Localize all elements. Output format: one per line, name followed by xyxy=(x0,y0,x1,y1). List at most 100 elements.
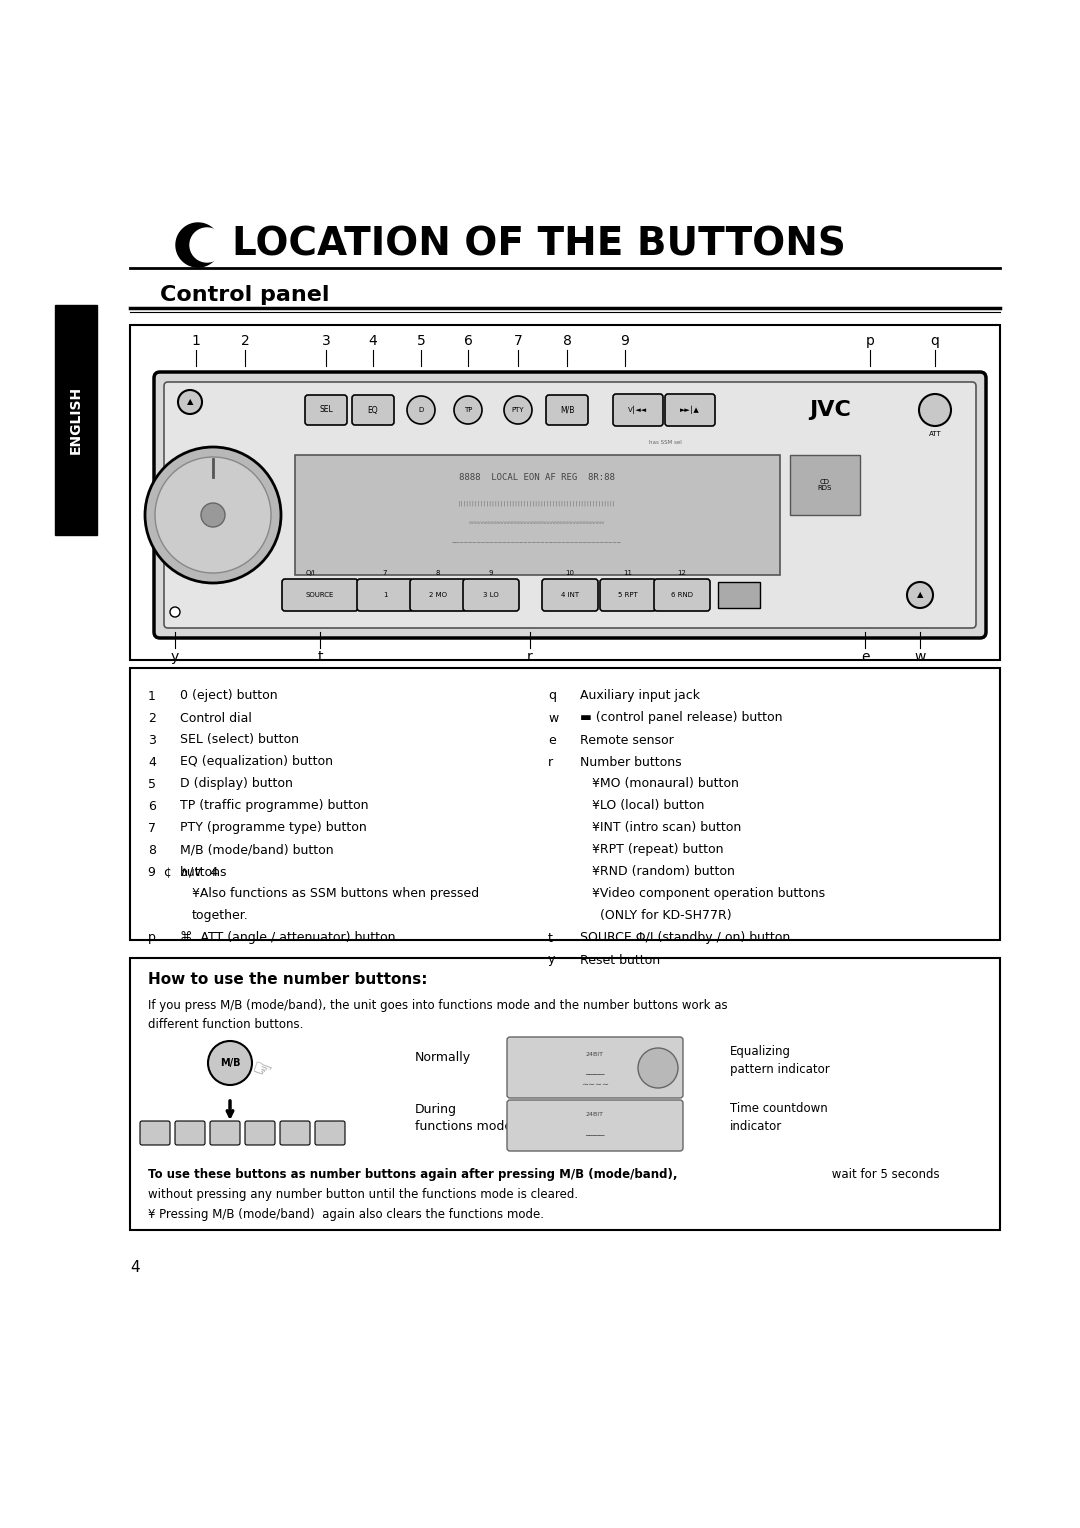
Text: Normally: Normally xyxy=(415,1051,471,1065)
Bar xyxy=(130,325,1000,660)
Text: CD
RDS: CD RDS xyxy=(818,478,833,492)
Circle shape xyxy=(170,607,180,617)
Text: 5: 5 xyxy=(417,335,426,348)
Circle shape xyxy=(208,1041,252,1085)
Text: Time countdown
indicator: Time countdown indicator xyxy=(730,1103,827,1134)
Text: ¥INT (intro scan) button: ¥INT (intro scan) button xyxy=(592,822,741,834)
FancyBboxPatch shape xyxy=(140,1122,170,1144)
Text: q: q xyxy=(931,335,940,348)
Text: has SSM sel: has SSM sel xyxy=(649,440,681,445)
Text: ¥RND (random) button: ¥RND (random) button xyxy=(592,865,734,879)
Text: 6 RND: 6 RND xyxy=(671,591,693,597)
Text: ¥LO (local) button: ¥LO (local) button xyxy=(592,799,704,813)
Text: 3 LO: 3 LO xyxy=(483,591,499,597)
Circle shape xyxy=(201,503,225,527)
Text: 9: 9 xyxy=(489,570,494,576)
Text: ____: ____ xyxy=(585,1126,605,1135)
Text: e: e xyxy=(548,733,556,747)
FancyBboxPatch shape xyxy=(507,1100,683,1151)
Text: How to use the number buttons:: How to use the number buttons: xyxy=(148,972,428,987)
Text: JVC: JVC xyxy=(809,400,851,420)
Text: EQ: EQ xyxy=(367,405,378,414)
Text: wait for 5 seconds: wait for 5 seconds xyxy=(828,1167,940,1181)
Text: ____: ____ xyxy=(585,1065,605,1076)
Text: ▲: ▲ xyxy=(917,590,923,599)
Text: ▬ (control panel release) button: ▬ (control panel release) button xyxy=(580,712,783,724)
Circle shape xyxy=(638,1048,678,1088)
Text: 24BIT: 24BIT xyxy=(586,1112,604,1117)
Text: ∼∼∼∼: ∼∼∼∼ xyxy=(581,1079,609,1088)
Text: Number buttons: Number buttons xyxy=(580,755,681,769)
Text: 2: 2 xyxy=(148,712,156,724)
Text: 7: 7 xyxy=(382,570,388,576)
Text: 7: 7 xyxy=(514,335,523,348)
FancyBboxPatch shape xyxy=(305,396,347,425)
Text: 0 (eject) button: 0 (eject) button xyxy=(180,689,278,703)
Text: ¥MO (monaural) button: ¥MO (monaural) button xyxy=(592,778,739,790)
FancyBboxPatch shape xyxy=(282,579,357,611)
Text: y: y xyxy=(548,953,555,967)
Text: r: r xyxy=(548,755,553,769)
Text: Remote sensor: Remote sensor xyxy=(580,733,674,747)
Text: Equalizing
pattern indicator: Equalizing pattern indicator xyxy=(730,1045,829,1076)
Text: 7: 7 xyxy=(148,822,156,834)
Text: SOURCE: SOURCE xyxy=(306,591,334,597)
FancyBboxPatch shape xyxy=(315,1122,345,1144)
Text: PTY: PTY xyxy=(512,406,524,413)
Text: Reset button: Reset button xyxy=(580,953,660,967)
Text: 2 MO: 2 MO xyxy=(429,591,447,597)
Text: wwwwwwwwwwwwwwwwwwwwwwwwwwwwwwwwwwwwwwwwwwwwwww: wwwwwwwwwwwwwwwwwwwwwwwwwwwwwwwwwwwwwwww… xyxy=(470,521,605,526)
Text: 9  ¢  ∧/∨  4: 9 ¢ ∧/∨ 4 xyxy=(148,865,218,879)
Text: 4 INT: 4 INT xyxy=(561,591,579,597)
FancyBboxPatch shape xyxy=(507,1038,683,1099)
Text: 10: 10 xyxy=(566,570,575,576)
Text: 8888  LOCAL EON AF REG  8R:88: 8888 LOCAL EON AF REG 8R:88 xyxy=(459,472,615,481)
Text: 9: 9 xyxy=(621,335,630,348)
Text: ¥RPT (repeat) button: ¥RPT (repeat) button xyxy=(592,843,724,857)
Circle shape xyxy=(907,582,933,608)
Text: ☞: ☞ xyxy=(248,1059,273,1083)
Text: y: y xyxy=(171,649,179,665)
Text: SOURCE Φ/I (standby / on) button: SOURCE Φ/I (standby / on) button xyxy=(580,932,791,944)
Bar xyxy=(789,455,860,515)
Text: ~~~~~~~~~~~~~~~~~~~~~~~~~~~~~~~~~~~~~~~~: ~~~~~~~~~~~~~~~~~~~~~~~~~~~~~~~~~~~~~~~~ xyxy=(453,539,622,545)
Text: different function buttons.: different function buttons. xyxy=(148,1018,303,1030)
Text: 8: 8 xyxy=(435,570,441,576)
Circle shape xyxy=(145,448,281,584)
Text: ▲: ▲ xyxy=(187,397,193,406)
Text: If you press M/B (mode/band), the unit goes into functions mode and the number b: If you press M/B (mode/band), the unit g… xyxy=(148,999,728,1013)
Circle shape xyxy=(504,396,532,423)
Text: 6: 6 xyxy=(148,799,156,813)
FancyBboxPatch shape xyxy=(463,579,519,611)
Text: D: D xyxy=(418,406,423,413)
Text: EQ (equalization) button: EQ (equalization) button xyxy=(180,755,333,769)
Text: SEL: SEL xyxy=(319,405,333,414)
Text: Control panel: Control panel xyxy=(160,286,329,306)
Text: TP (traffic programme) button: TP (traffic programme) button xyxy=(180,799,368,813)
FancyBboxPatch shape xyxy=(154,371,986,639)
Text: |||||||||||||||||||||||||||||||||||||||||||||||||||||||: ||||||||||||||||||||||||||||||||||||||||… xyxy=(458,500,616,506)
Text: without pressing any number button until the functions mode is cleared.: without pressing any number button until… xyxy=(148,1187,578,1201)
Text: Control dial: Control dial xyxy=(180,712,252,724)
Text: PTY (programme type) button: PTY (programme type) button xyxy=(180,822,367,834)
Text: 1: 1 xyxy=(148,689,156,703)
Bar xyxy=(718,582,760,608)
Text: p: p xyxy=(865,335,875,348)
Text: e: e xyxy=(861,649,869,665)
Text: 5: 5 xyxy=(148,778,156,790)
Text: 6: 6 xyxy=(463,335,472,348)
Text: 4: 4 xyxy=(130,1261,139,1274)
Text: 3: 3 xyxy=(148,733,156,747)
FancyBboxPatch shape xyxy=(410,579,465,611)
FancyBboxPatch shape xyxy=(613,394,663,426)
FancyBboxPatch shape xyxy=(665,394,715,426)
Text: O/I: O/I xyxy=(306,570,315,576)
Text: 24BIT: 24BIT xyxy=(586,1053,604,1057)
FancyBboxPatch shape xyxy=(164,382,976,628)
Text: 3: 3 xyxy=(322,335,330,348)
Text: t: t xyxy=(548,932,553,944)
Circle shape xyxy=(156,457,271,573)
Text: M/B: M/B xyxy=(559,405,575,414)
FancyBboxPatch shape xyxy=(546,396,588,425)
Text: ¥Also functions as SSM buttons when pressed: ¥Also functions as SSM buttons when pres… xyxy=(192,888,480,900)
